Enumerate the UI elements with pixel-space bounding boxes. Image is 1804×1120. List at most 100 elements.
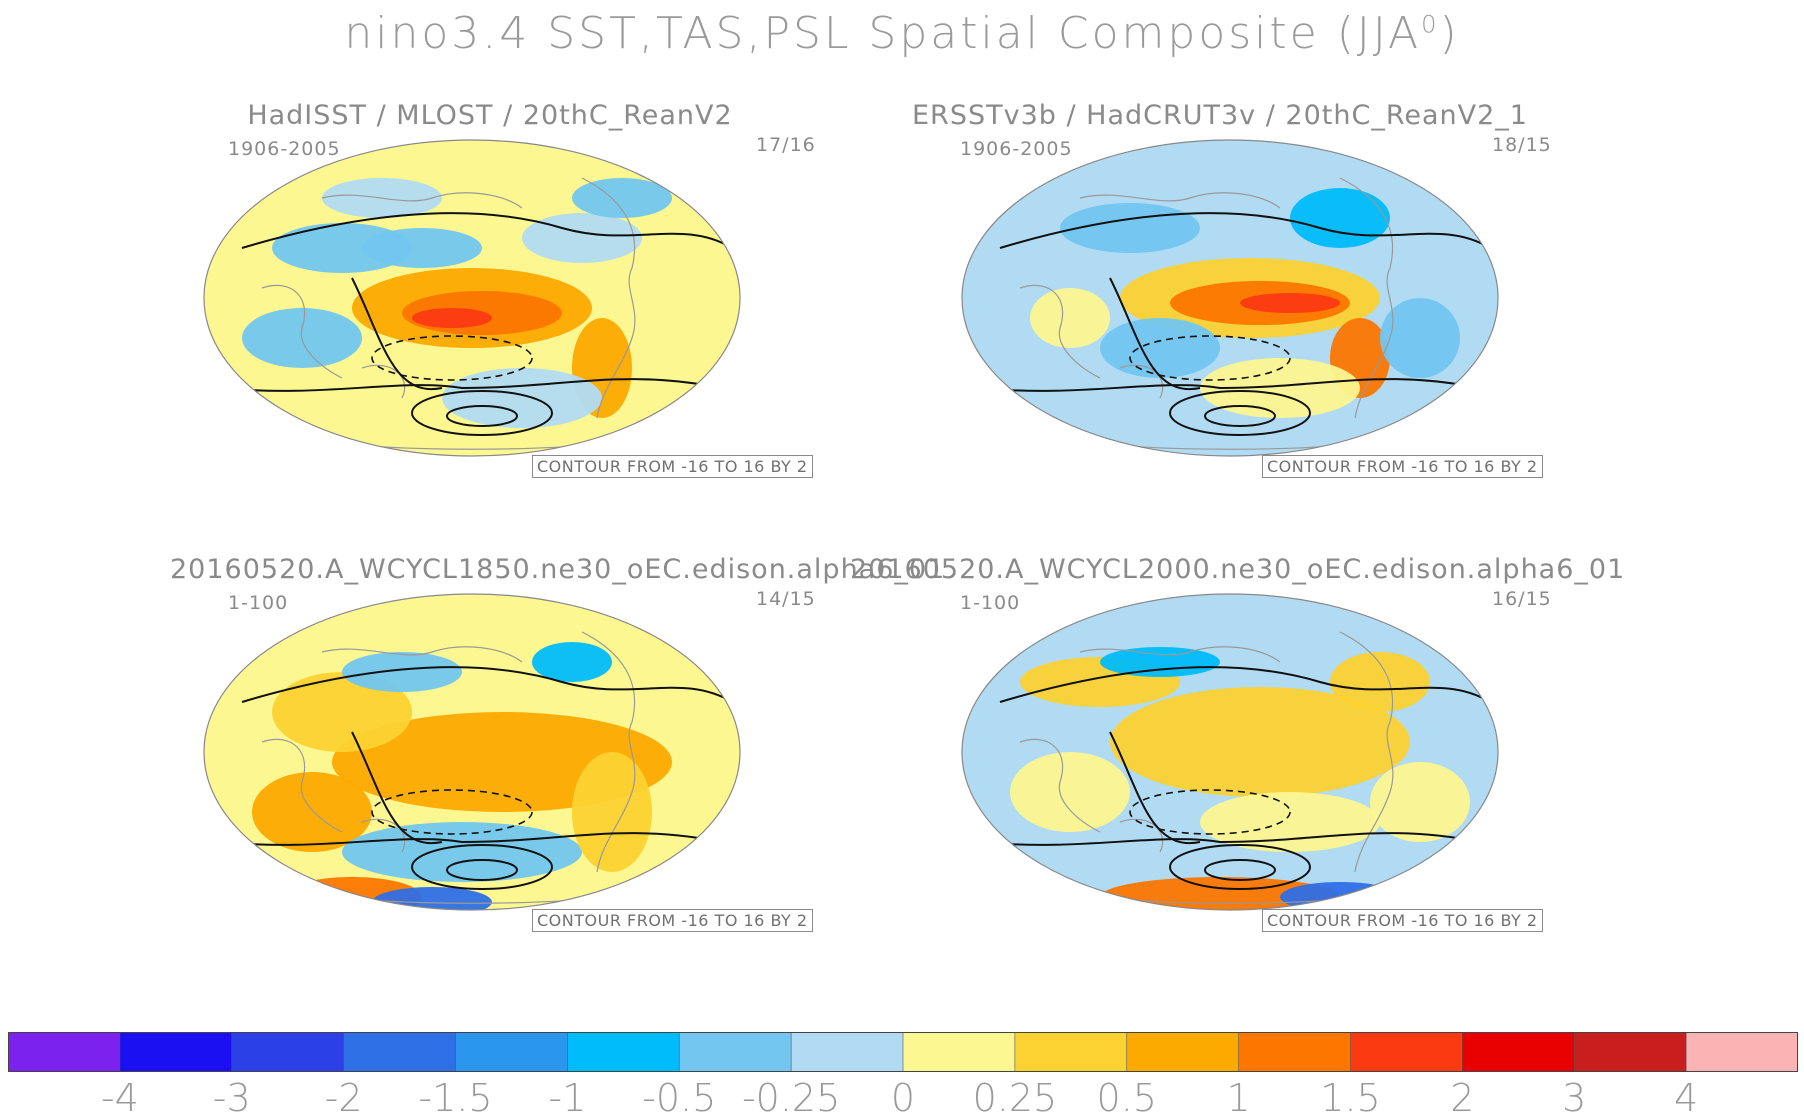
coastline bbox=[1079, 192, 1281, 209]
panel-years: 1906-2005 bbox=[228, 138, 341, 160]
psl-contour-negative bbox=[371, 789, 533, 835]
map-outline bbox=[961, 139, 1499, 457]
coastline bbox=[321, 646, 523, 663]
coastline bbox=[261, 738, 343, 833]
psl-contour bbox=[1204, 859, 1276, 881]
colorbar-swatch bbox=[231, 1032, 345, 1072]
main-title-superscript: 0 bbox=[1421, 10, 1440, 39]
panel-years: 1906-2005 bbox=[960, 138, 1073, 160]
anomaly-region bbox=[1030, 288, 1110, 348]
map-hadisst bbox=[203, 139, 741, 457]
psl-contour bbox=[411, 390, 553, 436]
colorbar-label: -2 bbox=[324, 1076, 363, 1120]
anomaly-region bbox=[1330, 652, 1430, 712]
anomaly-region bbox=[1240, 293, 1340, 313]
contour-note: CONTOUR FROM -16 TO 16 BY 2 bbox=[1262, 455, 1543, 478]
panel-title: 20160520.A_WCYCL1850.ne30_oEC.edison.alp… bbox=[170, 554, 946, 585]
colorbar-swatch bbox=[343, 1032, 457, 1072]
colorbar-label: 0.25 bbox=[972, 1076, 1058, 1120]
map-ersst bbox=[961, 139, 1499, 457]
coastline bbox=[581, 631, 636, 873]
colorbar-swatch bbox=[1238, 1032, 1352, 1072]
coastline bbox=[321, 192, 523, 209]
main-title: nino3.4 SST,TAS,PSL Spatial Composite (J… bbox=[0, 8, 1804, 59]
anomaly-region bbox=[1290, 188, 1390, 248]
psl-contour-negative bbox=[1129, 335, 1291, 381]
colorbar-label: 0 bbox=[890, 1076, 916, 1120]
anomaly-region bbox=[342, 822, 582, 882]
map-outline bbox=[203, 139, 741, 457]
anomaly-region bbox=[1200, 792, 1380, 852]
anomaly-region bbox=[1100, 647, 1220, 677]
anomaly-region bbox=[1380, 298, 1460, 378]
colorbar-label: 1.5 bbox=[1320, 1076, 1381, 1120]
psl-contour bbox=[1109, 277, 1201, 391]
psl-contour bbox=[1169, 844, 1311, 890]
contour-note: CONTOUR FROM -16 TO 16 BY 2 bbox=[532, 455, 813, 478]
colorbar-swatch bbox=[1462, 1032, 1576, 1072]
panel-wcycl1850: 20160520.A_WCYCL1850.ne30_oEC.edison.alp… bbox=[120, 554, 944, 1004]
colorbar-label: 3 bbox=[1562, 1076, 1587, 1120]
colorbar-label: -1.5 bbox=[418, 1076, 493, 1120]
contour-note: CONTOUR FROM -16 TO 16 BY 2 bbox=[532, 909, 813, 932]
psl-contour bbox=[241, 212, 733, 249]
psl-contour bbox=[979, 378, 1481, 392]
anomaly-region bbox=[442, 368, 602, 428]
colorbar-label: 1 bbox=[1226, 1076, 1251, 1120]
colorbar-swatch bbox=[567, 1032, 681, 1072]
coastline bbox=[1019, 738, 1101, 833]
psl-contour-negative bbox=[1129, 789, 1291, 835]
anomaly-region bbox=[572, 752, 652, 872]
anomaly-region bbox=[342, 652, 462, 692]
psl-contour bbox=[999, 212, 1491, 249]
panel-count: 14/15 bbox=[756, 588, 816, 610]
coastline bbox=[581, 177, 636, 419]
psl-contour bbox=[1109, 731, 1201, 845]
panel-years: 1-100 bbox=[960, 592, 1021, 614]
colorbar-swatch bbox=[8, 1032, 121, 1072]
map-wcycl1850 bbox=[203, 593, 741, 911]
colorbar-swatch bbox=[455, 1032, 569, 1072]
colorbar-label: -4 bbox=[100, 1076, 139, 1120]
coastline bbox=[261, 284, 343, 379]
colorbar-frame bbox=[8, 1032, 1798, 1072]
panel-count: 17/16 bbox=[756, 134, 816, 156]
colorbar-swatch bbox=[1014, 1032, 1128, 1072]
panel-title: ERSSTv3b / HadCRUT3v / 20thC_ReanV2_1 bbox=[912, 100, 1528, 131]
colorbar-swatch bbox=[902, 1032, 1016, 1072]
colorbar-swatch bbox=[119, 1032, 233, 1072]
panel-count: 16/15 bbox=[1492, 588, 1552, 610]
colorbar-label: 0.5 bbox=[1096, 1076, 1157, 1120]
anomaly-region bbox=[572, 178, 672, 218]
colorbar-label: 2 bbox=[1450, 1076, 1475, 1120]
psl-contour bbox=[221, 378, 723, 392]
psl-contour bbox=[1204, 405, 1276, 427]
colorbar-swatch bbox=[678, 1032, 792, 1072]
anomaly-region bbox=[362, 228, 482, 268]
psl-contour bbox=[446, 859, 518, 881]
psl-contour bbox=[979, 832, 1481, 846]
anomaly-region bbox=[532, 642, 612, 682]
anomaly-region bbox=[1100, 318, 1220, 378]
coastline bbox=[1079, 646, 1281, 663]
coastline bbox=[1339, 177, 1394, 419]
main-title-text: nino3.4 SST,TAS,PSL Spatial Composite (J… bbox=[344, 8, 1422, 59]
panel-count: 18/15 bbox=[1492, 134, 1552, 156]
psl-contour bbox=[351, 731, 443, 845]
psl-contour bbox=[1169, 390, 1311, 436]
psl-contour-negative bbox=[371, 335, 533, 381]
panel-title: 20160520.A_WCYCL2000.ne30_oEC.edison.alp… bbox=[850, 554, 1626, 585]
panel-wcycl2000: 20160520.A_WCYCL2000.ne30_oEC.edison.alp… bbox=[850, 554, 1626, 1004]
psl-contour bbox=[446, 405, 518, 427]
colorbar-swatch bbox=[1126, 1032, 1240, 1072]
psl-contour bbox=[411, 844, 553, 890]
anomaly-region bbox=[1010, 752, 1130, 832]
psl-contour bbox=[221, 832, 723, 846]
coastline bbox=[1019, 284, 1101, 379]
psl-contour bbox=[241, 666, 733, 703]
anomaly-region bbox=[1110, 687, 1410, 797]
anomaly-region bbox=[272, 672, 412, 752]
map-outline bbox=[961, 593, 1499, 911]
colorbar-swatch bbox=[1685, 1032, 1798, 1072]
colorbar bbox=[8, 1032, 1798, 1072]
